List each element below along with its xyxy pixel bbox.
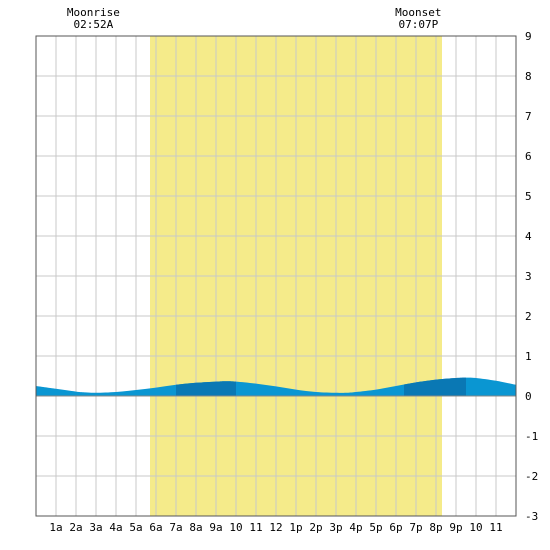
y-tick-label: 7	[525, 110, 532, 123]
tide-shade	[404, 377, 466, 396]
plot-border	[35, 35, 517, 517]
x-tick-label: 4p	[349, 521, 362, 534]
x-tick-label: 4a	[109, 521, 122, 534]
x-tick-label: 1a	[49, 521, 62, 534]
x-tick-label: 5a	[129, 521, 142, 534]
x-tick-label: 11	[489, 521, 502, 534]
y-tick-label: 0	[525, 390, 532, 403]
y-tick-label: 9	[525, 30, 532, 43]
x-tick-label: 10	[229, 521, 242, 534]
y-tick-label: -2	[525, 470, 538, 483]
x-tick-label: 12	[269, 521, 282, 534]
x-tick-label: 3p	[329, 521, 342, 534]
x-tick-label: 3a	[89, 521, 102, 534]
y-tick-label: 8	[525, 70, 532, 83]
y-tick-label: -1	[525, 430, 538, 443]
x-tick-label: 11	[249, 521, 262, 534]
x-tick-label: 7a	[169, 521, 182, 534]
y-tick-label: 2	[525, 310, 532, 323]
x-tick-label: 9p	[449, 521, 462, 534]
y-tick-label: 4	[525, 230, 532, 243]
tide-area	[36, 377, 516, 396]
y-tick-label: -3	[525, 510, 538, 523]
y-tick-label: 5	[525, 190, 532, 203]
x-tick-label: 8a	[189, 521, 202, 534]
moonrise-label: Moonrise	[67, 6, 120, 19]
x-tick-label: 1p	[289, 521, 302, 534]
y-tick-label: 3	[525, 270, 532, 283]
x-tick-label: 6a	[149, 521, 162, 534]
x-tick-label: 2a	[69, 521, 82, 534]
x-tick-label: 10	[469, 521, 482, 534]
x-tick-label: 7p	[409, 521, 422, 534]
x-tick-label: 8p	[429, 521, 442, 534]
x-tick-label: 6p	[389, 521, 402, 534]
moonset-label: Moonset	[395, 6, 441, 19]
x-tick-label: 9a	[209, 521, 222, 534]
y-tick-label: 1	[525, 350, 532, 363]
x-tick-label: 2p	[309, 521, 322, 534]
y-tick-label: 6	[525, 150, 532, 163]
moonset-time: 07:07P	[398, 18, 438, 31]
x-tick-label: 5p	[369, 521, 382, 534]
moonrise-time: 02:52A	[73, 18, 113, 31]
